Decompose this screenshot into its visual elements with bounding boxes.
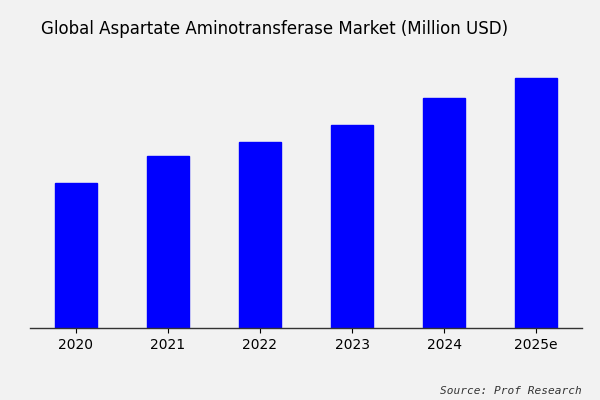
Bar	[55, 183, 97, 328]
Bar	[147, 156, 188, 328]
Bar	[515, 78, 557, 328]
Text: Source: Prof Research: Source: Prof Research	[440, 386, 582, 396]
Text: Global Aspartate Aminotransferase Market (Million USD): Global Aspartate Aminotransferase Market…	[41, 20, 508, 38]
Bar	[239, 142, 281, 328]
Bar	[424, 98, 465, 328]
Bar	[331, 124, 373, 328]
